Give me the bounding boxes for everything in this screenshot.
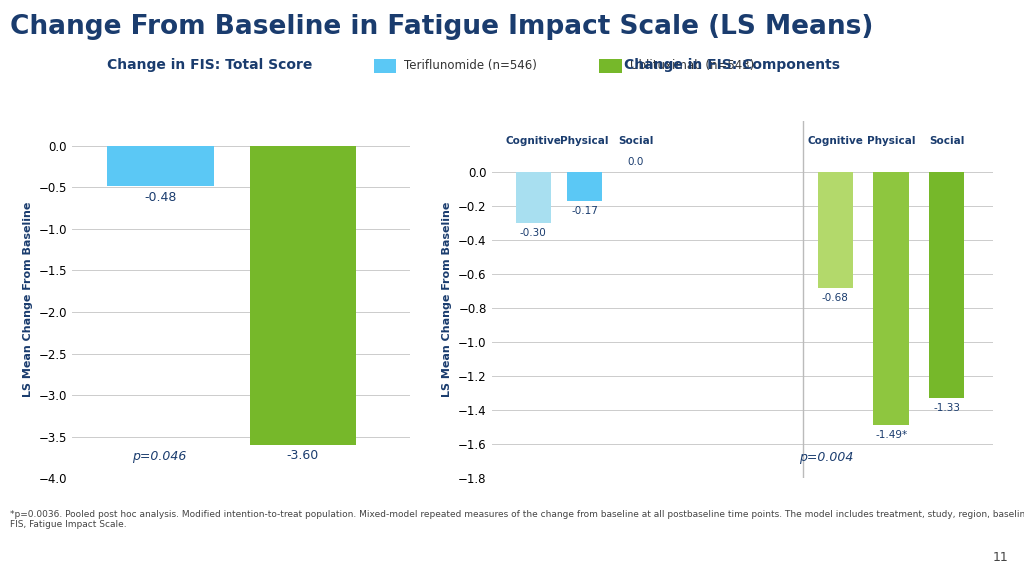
Text: -3.60: -3.60 <box>287 449 319 462</box>
Text: Ublituximab (n=543): Ublituximab (n=543) <box>630 59 754 71</box>
Text: -0.48: -0.48 <box>144 191 177 204</box>
Text: Teriflunomide (n=546): Teriflunomide (n=546) <box>404 59 538 71</box>
Text: 11: 11 <box>993 551 1009 564</box>
Text: p=0.004: p=0.004 <box>799 452 853 464</box>
Text: Social: Social <box>617 137 653 146</box>
Text: -1.33: -1.33 <box>933 403 961 413</box>
Text: Change From Baseline in Fatigue Impact Scale (LS Means): Change From Baseline in Fatigue Impact S… <box>10 14 873 40</box>
Bar <box>929 172 965 398</box>
Text: -0.30: -0.30 <box>520 228 547 238</box>
Text: Change in FIS: Total Score: Change in FIS: Total Score <box>108 58 312 72</box>
Text: Change in FIS: Components: Change in FIS: Components <box>625 58 840 72</box>
Text: 0.0: 0.0 <box>628 157 644 167</box>
Bar <box>873 172 908 425</box>
Bar <box>567 172 602 201</box>
Text: *p=0.0036. Pooled post hoc analysis. Modified intention-to-treat population. Mix: *p=0.0036. Pooled post hoc analysis. Mod… <box>10 510 1024 529</box>
Bar <box>516 172 551 223</box>
Text: Cognitive: Cognitive <box>506 137 561 146</box>
Text: Physical: Physical <box>560 137 608 146</box>
Y-axis label: LS Mean Change From Baseline: LS Mean Change From Baseline <box>23 202 33 397</box>
Bar <box>108 146 214 185</box>
Text: Physical: Physical <box>867 137 915 146</box>
Text: Cognitive: Cognitive <box>807 137 863 146</box>
Bar <box>250 146 356 445</box>
Bar <box>817 172 853 287</box>
Text: Social: Social <box>929 137 965 146</box>
Text: p=0.046: p=0.046 <box>132 450 186 463</box>
Text: -0.17: -0.17 <box>571 206 598 216</box>
Text: -1.49*: -1.49* <box>874 430 907 441</box>
Text: -0.68: -0.68 <box>822 293 849 303</box>
Y-axis label: LS Mean Change From Baseline: LS Mean Change From Baseline <box>442 202 453 397</box>
